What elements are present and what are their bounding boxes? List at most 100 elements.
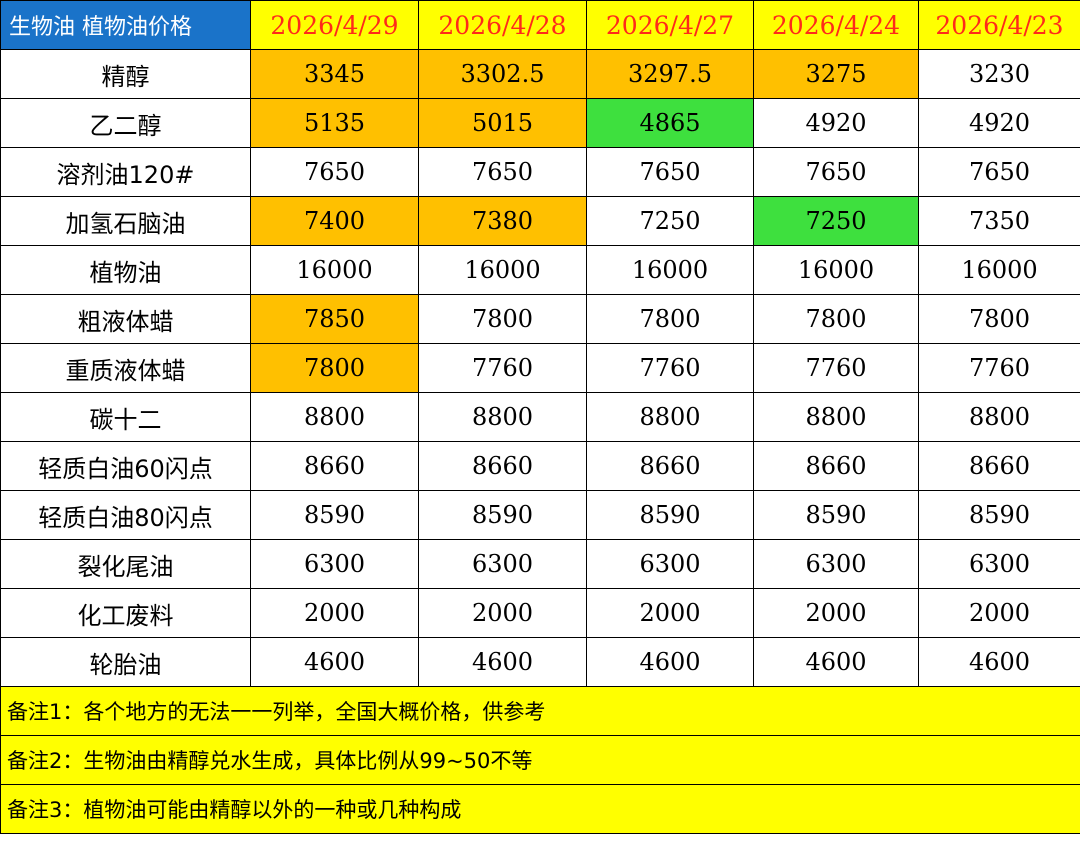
price-cell: 5015 <box>418 98 587 148</box>
price-cell: 7650 <box>586 147 754 197</box>
date-header: 2026/4/27 <box>586 0 754 50</box>
product-name-cell: 轻质白油80闪点 <box>0 490 251 540</box>
price-cell: 8660 <box>586 441 754 491</box>
table-row: 化工废料 2000 2000 2000 2000 2000 <box>0 588 1080 638</box>
notes-section: 备注1：各个地方的无法一一列举，全国大概价格，供参考 备注2：生物油由精醇兑水生… <box>0 686 1080 834</box>
price-cell: 5135 <box>250 98 419 148</box>
price-cell: 7800 <box>918 294 1080 344</box>
price-cell: 3275 <box>753 49 919 99</box>
price-cell: 8800 <box>753 392 919 442</box>
header-row: 生物油 植物油价格 2026/4/29 2026/4/28 2026/4/27 … <box>0 0 1080 50</box>
product-name-cell: 碳十二 <box>0 392 251 442</box>
price-cell: 3302.5 <box>418 49 587 99</box>
table-row: 重质液体蜡 7800 7760 7760 7760 7760 <box>0 343 1080 393</box>
price-cell: 4600 <box>753 637 919 687</box>
price-cell: 7650 <box>418 147 587 197</box>
price-cell: 8590 <box>753 490 919 540</box>
note-text: 备注2：生物油由精醇兑水生成，具体比例从99~50不等 <box>0 735 1080 785</box>
table-row: 植物油 16000 16000 16000 16000 16000 <box>0 245 1080 295</box>
price-cell: 7800 <box>418 294 587 344</box>
table-row: 粗液体蜡 7850 7800 7800 7800 7800 <box>0 294 1080 344</box>
price-cell: 6300 <box>918 539 1080 589</box>
price-cell: 8800 <box>918 392 1080 442</box>
note-row: 备注2：生物油由精醇兑水生成，具体比例从99~50不等 <box>0 735 1080 785</box>
price-cell: 6300 <box>418 539 587 589</box>
price-cell: 2000 <box>418 588 587 638</box>
price-cell: 7650 <box>918 147 1080 197</box>
product-name-cell: 植物油 <box>0 245 251 295</box>
table-title: 生物油 植物油价格 <box>0 0 251 50</box>
price-cell: 2000 <box>250 588 419 638</box>
price-cell: 4920 <box>918 98 1080 148</box>
price-cell: 4600 <box>250 637 419 687</box>
price-cell: 2000 <box>586 588 754 638</box>
table-row: 轻质白油60闪点 8660 8660 8660 8660 8660 <box>0 441 1080 491</box>
product-name-cell: 加氢石脑油 <box>0 196 251 246</box>
price-cell: 16000 <box>918 245 1080 295</box>
table-row: 加氢石脑油 7400 7380 7250 7250 7350 <box>0 196 1080 246</box>
price-cell: 7760 <box>586 343 754 393</box>
price-cell: 7800 <box>753 294 919 344</box>
table-body: 精醇 3345 3302.5 3297.5 3275 3230 乙二醇 5135 5015 486… <box>0 49 1080 687</box>
table-row: 溶剂油120# 7650 7650 7650 7650 7650 <box>0 147 1080 197</box>
product-name-cell: 裂化尾油 <box>0 539 251 589</box>
product-name-cell: 乙二醇 <box>0 98 251 148</box>
price-cell: 4865 <box>586 98 754 148</box>
price-cell: 7350 <box>918 196 1080 246</box>
price-cell: 8590 <box>418 490 587 540</box>
product-name-cell: 溶剂油120# <box>0 147 251 197</box>
table-row: 裂化尾油 6300 6300 6300 6300 6300 <box>0 539 1080 589</box>
price-cell: 3230 <box>918 49 1080 99</box>
table-row: 碳十二 8800 8800 8800 8800 8800 <box>0 392 1080 442</box>
price-cell: 8800 <box>418 392 587 442</box>
price-cell: 16000 <box>250 245 419 295</box>
date-header: 2026/4/23 <box>918 0 1080 50</box>
price-cell: 16000 <box>753 245 919 295</box>
price-cell: 8590 <box>918 490 1080 540</box>
note-row: 备注1：各个地方的无法一一列举，全国大概价格，供参考 <box>0 686 1080 736</box>
note-text: 备注1：各个地方的无法一一列举，全国大概价格，供参考 <box>0 686 1080 736</box>
price-cell: 7650 <box>753 147 919 197</box>
note-text: 备注3：植物油可能由精醇以外的一种或几种构成 <box>0 784 1080 834</box>
price-cell: 3297.5 <box>586 49 754 99</box>
product-name-cell: 化工废料 <box>0 588 251 638</box>
price-cell: 7650 <box>250 147 419 197</box>
product-name-cell: 轮胎油 <box>0 637 251 687</box>
price-cell: 7250 <box>753 196 919 246</box>
price-cell: 6300 <box>586 539 754 589</box>
product-name-cell: 重质液体蜡 <box>0 343 251 393</box>
product-name-cell: 轻质白油60闪点 <box>0 441 251 491</box>
price-cell: 3345 <box>250 49 419 99</box>
price-cell: 7800 <box>586 294 754 344</box>
date-header: 2026/4/24 <box>753 0 919 50</box>
date-header: 2026/4/28 <box>418 0 587 50</box>
price-cell: 16000 <box>418 245 587 295</box>
price-cell: 8660 <box>418 441 587 491</box>
price-cell: 16000 <box>586 245 754 295</box>
table-row: 轮胎油 4600 4600 4600 4600 4600 <box>0 637 1080 687</box>
price-cell: 7400 <box>250 196 419 246</box>
price-cell: 8660 <box>918 441 1080 491</box>
price-cell: 7380 <box>418 196 587 246</box>
price-cell: 8660 <box>753 441 919 491</box>
price-cell: 2000 <box>918 588 1080 638</box>
price-cell: 8590 <box>250 490 419 540</box>
price-cell: 7850 <box>250 294 419 344</box>
price-cell: 7800 <box>250 343 419 393</box>
price-cell: 4600 <box>918 637 1080 687</box>
price-cell: 4600 <box>418 637 587 687</box>
table-row: 轻质白油80闪点 8590 8590 8590 8590 8590 <box>0 490 1080 540</box>
price-cell: 7760 <box>918 343 1080 393</box>
table-row: 精醇 3345 3302.5 3297.5 3275 3230 <box>0 49 1080 99</box>
price-cell: 6300 <box>250 539 419 589</box>
price-cell: 7760 <box>418 343 587 393</box>
price-cell: 8590 <box>586 490 754 540</box>
price-cell: 7760 <box>753 343 919 393</box>
price-cell: 4600 <box>586 637 754 687</box>
price-cell: 2000 <box>753 588 919 638</box>
price-cell: 6300 <box>753 539 919 589</box>
price-cell: 8800 <box>586 392 754 442</box>
price-cell: 7250 <box>586 196 754 246</box>
